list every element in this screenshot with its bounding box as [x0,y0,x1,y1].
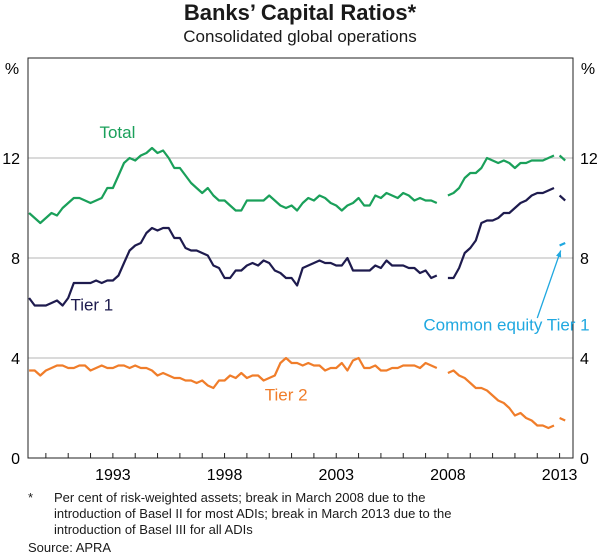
chart-title: Banks’ Capital Ratios* [183,0,417,25]
y-tick-label-right: 4 [580,351,589,368]
x-tick-label: 1998 [207,467,243,484]
gridlines [28,157,573,359]
x-tick-label: 2008 [430,467,466,484]
x-tick-label: 2013 [542,467,578,484]
plot-area: 0 0 4 4 8 8 12 12 1993 1998 2003 2008 2013 % % Total… [2,57,598,484]
y-tick-label-left: 12 [2,151,20,168]
series-label: Tier 1 [70,296,113,315]
y-unit-left: % [5,61,19,78]
series-line [558,194,566,202]
x-tick-label: 2003 [318,467,354,484]
source-note: Source: APRA [28,540,112,555]
chart-subtitle: Consolidated global operations [183,27,417,46]
footnote-line: introduction of Basel III for all ADIs [54,522,253,537]
axis-ticks: 0 0 4 4 8 8 12 12 1993 1998 2003 2008 2013 [2,151,598,484]
series-label: Tier 2 [265,386,308,405]
series-lines [28,146,566,430]
y-tick-label-left: 4 [11,351,20,368]
series-line [29,356,438,390]
series-label: Common equity Tier 1 [423,316,589,335]
series-line [559,241,566,247]
footnote-marker: * [28,490,34,505]
series-line [447,369,555,430]
series-line [447,154,555,197]
footnote-line: Per cent of risk-weighted assets; break … [54,490,426,505]
series-label: Total [99,123,135,142]
series-line [28,146,438,225]
series-line [447,186,555,280]
x-tick-label: 1993 [95,467,131,484]
series-line [28,226,438,307]
annotations: Total Tier 1 Common equity Tier 1 Tier 2 [70,123,589,405]
footnote-line: introduction of Basel II for most ADIs; … [54,506,452,521]
series-line [559,416,566,422]
y-tick-label-right: 8 [580,251,589,268]
y-unit-right: % [581,61,595,78]
y-tick-label-right: 0 [580,451,589,468]
y-tick-label-left: 8 [11,251,20,268]
y-tick-label-right: 12 [580,151,598,168]
annotation-arrow [536,250,562,319]
series-line [558,154,566,162]
annotation-arrowhead [556,250,562,258]
axis-labels: % % [5,61,595,78]
footnote: * Per cent of risk-weighted assets; brea… [28,490,451,538]
plot-frame [27,57,574,459]
y-tick-label-left: 0 [11,451,20,468]
